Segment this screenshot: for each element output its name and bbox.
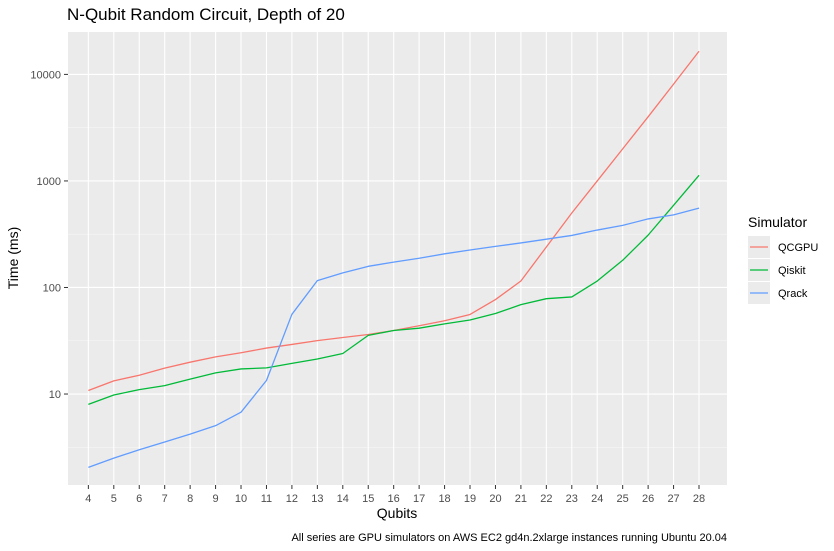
x-tick-label: 15 xyxy=(362,493,374,505)
y-axis-title: Time (ms) xyxy=(5,227,21,289)
x-tick-label: 26 xyxy=(642,493,654,505)
x-tick-label: 14 xyxy=(337,493,349,505)
x-tick-label: 22 xyxy=(540,493,552,505)
x-tick-label: 5 xyxy=(111,493,117,505)
x-axis-title: Qubits xyxy=(377,505,417,521)
series-line-qiskit xyxy=(88,174,700,405)
legend-label-qiskit: Qiskit xyxy=(778,265,806,277)
x-tick-label: 9 xyxy=(213,493,219,505)
y-tick-label: 10000 xyxy=(30,69,61,81)
chart-title: N-Qubit Random Circuit, Depth of 20 xyxy=(67,5,345,24)
x-tick-label: 17 xyxy=(413,493,425,505)
x-axis-ticks: 4 5 6 7 8 9 10 11 12 13 14 15 16 17 18 19 20 21 22 23 24 25 26… xyxy=(85,485,705,505)
chart-caption: All series are GPU simulators on AWS EC2… xyxy=(291,532,727,544)
x-tick-label: 12 xyxy=(286,493,298,505)
x-tick-label: 4 xyxy=(85,493,91,505)
x-tick-label: 11 xyxy=(261,493,272,505)
x-tick-label: 7 xyxy=(162,493,168,505)
legend-label-qcgpu: QCGPU xyxy=(778,242,818,254)
x-tick-label: 6 xyxy=(136,493,142,505)
x-tick-label: 21 xyxy=(515,493,527,505)
legend-label-qrack: Qrack xyxy=(778,288,808,300)
minor-gridlines xyxy=(68,127,727,448)
x-tick-label: 16 xyxy=(388,493,400,505)
x-tick-label: 20 xyxy=(489,493,501,505)
legend-title: Simulator xyxy=(748,214,807,230)
x-tick-label: 28 xyxy=(693,493,705,505)
legend: Simulator QCGPU Qiskit Qrack xyxy=(748,214,818,304)
x-tick-label: 23 xyxy=(566,493,578,505)
x-tick-label: 10 xyxy=(235,493,247,505)
x-tick-label: 19 xyxy=(464,493,476,505)
x-tick-label: 24 xyxy=(591,493,603,505)
y-tick-label: 100 xyxy=(43,282,61,294)
y-tick-label: 10 xyxy=(49,389,61,401)
y-tick-label: 1000 xyxy=(37,176,61,188)
x-tick-label: 8 xyxy=(187,493,193,505)
x-tick-label: 18 xyxy=(438,493,450,505)
series-lines xyxy=(88,50,700,468)
series-line-qrack xyxy=(88,207,700,468)
x-tick-label: 27 xyxy=(667,493,679,505)
x-tick-label: 25 xyxy=(617,493,629,505)
plot-panel xyxy=(68,32,727,485)
x-tick-label: 13 xyxy=(311,493,323,505)
y-axis-ticks: 10 100 1000 10000 xyxy=(30,69,68,401)
